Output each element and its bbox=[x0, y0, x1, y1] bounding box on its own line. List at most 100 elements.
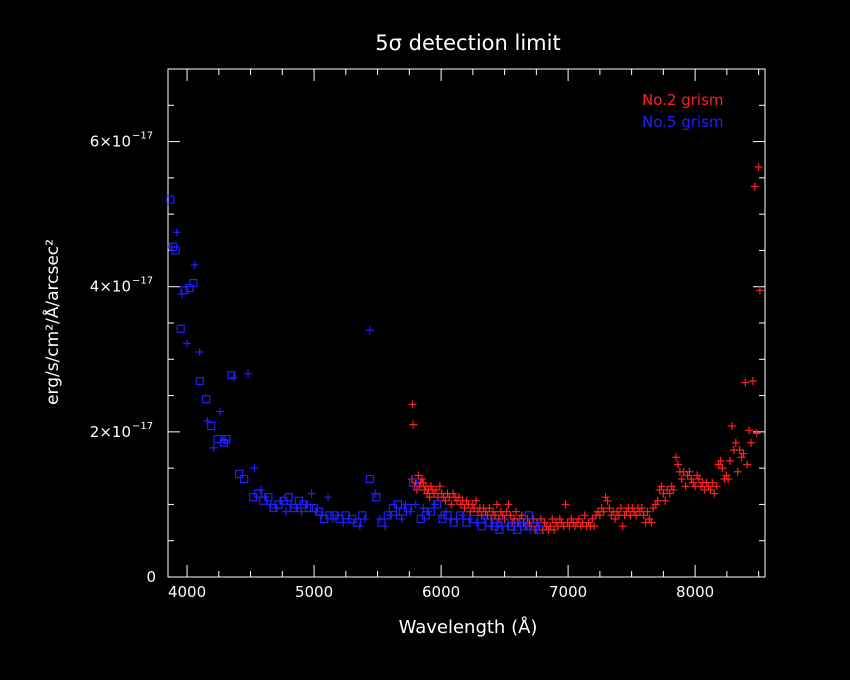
data-point-plus bbox=[489, 507, 498, 516]
data-point-plus bbox=[611, 514, 620, 523]
data-point-plus bbox=[613, 507, 622, 516]
data-point-plus bbox=[696, 482, 705, 491]
data-point-plus bbox=[480, 514, 489, 523]
data-point-plus bbox=[616, 504, 625, 513]
data-point-plus bbox=[447, 500, 456, 509]
data-point-square bbox=[222, 435, 231, 444]
plot-points bbox=[166, 162, 764, 534]
data-point-plus bbox=[520, 522, 529, 531]
data-point-plus bbox=[574, 514, 583, 523]
data-point-plus bbox=[458, 511, 467, 520]
data-point-plus bbox=[601, 493, 610, 502]
data-point-plus bbox=[456, 500, 465, 509]
data-point-plus bbox=[683, 471, 692, 480]
x-tick-label: 5000 bbox=[295, 583, 333, 601]
data-point-plus bbox=[292, 504, 301, 513]
x-tick-label: 8000 bbox=[676, 583, 714, 601]
data-point-plus bbox=[498, 511, 507, 520]
data-point-plus bbox=[685, 467, 694, 476]
data-point-plus bbox=[517, 511, 526, 520]
data-point-plus bbox=[506, 511, 515, 520]
data-point-plus bbox=[687, 475, 696, 484]
data-point-plus bbox=[317, 511, 326, 520]
y-tick-exponent: −17 bbox=[132, 131, 153, 142]
data-point-plus bbox=[426, 482, 435, 491]
data-point-plus bbox=[737, 453, 746, 462]
data-point-plus bbox=[441, 496, 450, 505]
y-tick-label: 2×10 bbox=[90, 423, 131, 441]
data-point-square bbox=[195, 376, 204, 386]
data-point-plus bbox=[643, 507, 652, 516]
data-point-plus bbox=[481, 507, 490, 516]
data-point-plus bbox=[221, 436, 230, 445]
data-point-plus bbox=[647, 518, 656, 527]
data-point-plus bbox=[339, 518, 348, 527]
data-point-plus bbox=[681, 482, 690, 491]
data-point-plus bbox=[561, 500, 570, 509]
data-point-plus bbox=[750, 182, 759, 191]
data-point-plus bbox=[673, 460, 682, 469]
data-point-plus bbox=[718, 464, 727, 473]
data-point-square bbox=[207, 421, 216, 431]
data-point-plus bbox=[172, 228, 181, 237]
data-point-plus bbox=[365, 326, 374, 335]
data-point-plus bbox=[726, 456, 735, 465]
data-point-plus bbox=[748, 377, 757, 386]
data-point-plus bbox=[472, 518, 481, 527]
data-point-plus bbox=[752, 429, 761, 438]
data-point-plus bbox=[360, 514, 369, 523]
data-point-plus bbox=[567, 514, 576, 523]
data-point-square bbox=[176, 324, 185, 333]
data-point-plus bbox=[747, 438, 756, 447]
data-point-plus bbox=[599, 507, 608, 516]
data-point-plus bbox=[277, 496, 286, 505]
data-point-plus bbox=[693, 471, 702, 480]
data-point-plus bbox=[195, 348, 204, 357]
data-point-plus bbox=[555, 514, 564, 523]
data-point-plus bbox=[645, 514, 654, 523]
data-point-plus bbox=[473, 507, 482, 516]
data-point-square bbox=[240, 474, 249, 484]
data-point-plus bbox=[584, 518, 593, 527]
data-point-plus bbox=[271, 504, 280, 513]
y-tick-exponent: −17 bbox=[132, 276, 153, 287]
data-point-plus bbox=[635, 507, 644, 516]
data-point-plus bbox=[667, 482, 676, 491]
x-tick-label: 4000 bbox=[168, 583, 206, 601]
data-point-plus bbox=[432, 485, 441, 494]
data-point-plus bbox=[307, 489, 316, 498]
data-point-plus bbox=[392, 511, 401, 520]
data-point-plus bbox=[452, 514, 461, 523]
data-point-plus bbox=[637, 504, 646, 513]
data-point-plus bbox=[355, 522, 364, 531]
data-point-plus bbox=[406, 507, 415, 516]
data-point-plus bbox=[466, 507, 475, 516]
data-point-plus bbox=[256, 485, 265, 494]
data-point-plus bbox=[230, 373, 239, 382]
data-point-plus bbox=[504, 500, 513, 509]
data-point-plus bbox=[618, 522, 627, 531]
data-point-plus bbox=[485, 504, 494, 513]
data-point-plus bbox=[712, 482, 721, 491]
data-point-plus bbox=[708, 478, 717, 487]
data-point-square bbox=[365, 474, 375, 484]
data-point-plus bbox=[665, 489, 674, 498]
data-point-plus bbox=[509, 525, 518, 534]
data-point-plus bbox=[401, 500, 410, 509]
legend-entry: No.5 grism bbox=[642, 113, 724, 131]
data-point-plus bbox=[605, 504, 614, 513]
data-point-plus bbox=[282, 507, 291, 516]
data-point-plus bbox=[449, 489, 458, 498]
data-point-plus bbox=[297, 507, 306, 516]
data-point-plus bbox=[462, 496, 471, 505]
x-axis-label: Wavelength (Å) bbox=[399, 616, 538, 638]
data-point-plus bbox=[468, 500, 477, 509]
data-point-plus bbox=[716, 456, 725, 465]
data-point-plus bbox=[419, 504, 428, 513]
data-point-plus bbox=[595, 511, 604, 520]
data-point-plus bbox=[603, 496, 612, 505]
data-point-plus bbox=[492, 500, 501, 509]
data-point-plus bbox=[724, 475, 733, 484]
